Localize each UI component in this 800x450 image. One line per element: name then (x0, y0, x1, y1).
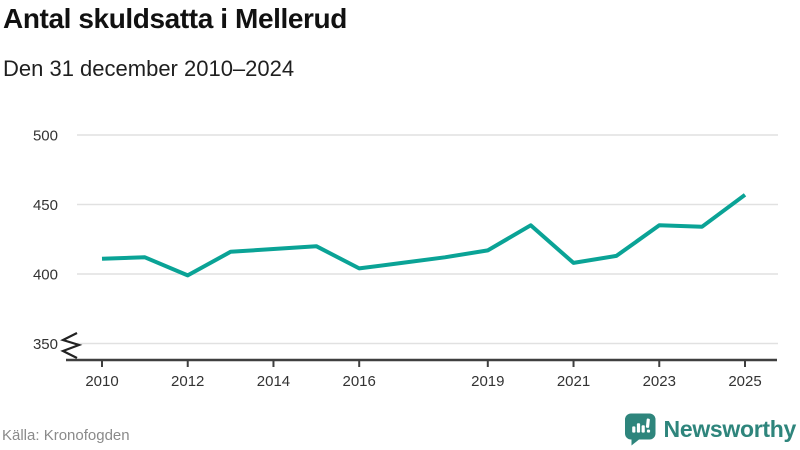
x-tick-label: 2016 (343, 373, 376, 390)
x-tick-label: 2023 (643, 373, 676, 390)
x-tick-label: 2014 (257, 373, 290, 390)
chart-title: Antal skuldsatta i Mellerud (3, 3, 347, 34)
x-tick-label: 2019 (471, 373, 504, 390)
x-tick-label: 2021 (557, 373, 590, 390)
newsworthy-wordmark: Newsworthy (663, 416, 797, 442)
data-line-antal-skuldsatta (101, 193, 747, 278)
axis-break-icon (60, 332, 83, 359)
source-attribution: Källa: Kronofogden (2, 427, 130, 444)
chart-subtitle: Den 31 december 2010–2024 (3, 56, 295, 81)
y-tick-label: 350 (33, 336, 58, 353)
y-tick-label: 450 (33, 197, 58, 214)
y-tick-label: 500 (33, 128, 58, 145)
x-tick-label: 2012 (171, 373, 204, 390)
x-tick-label: 2010 (85, 373, 118, 390)
x-tick-label: 2025 (728, 373, 761, 390)
y-tick-label: 400 (33, 267, 58, 284)
newsworthy-logo-icon (624, 413, 656, 446)
newsworthy-logo[interactable]: Newsworthy (624, 413, 797, 446)
